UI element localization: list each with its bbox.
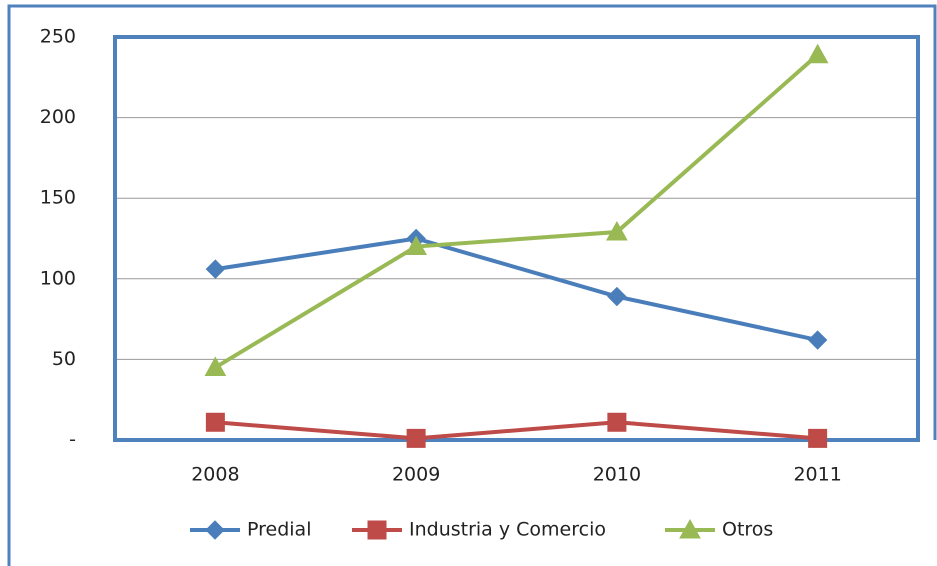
chart-frame [7, 4, 937, 566]
y-tick-label: 150 [40, 187, 76, 209]
marker [607, 286, 627, 307]
y-tick-label: 50 [52, 348, 76, 370]
x-tick-label: 2010 [593, 464, 641, 486]
legend-marker [205, 520, 225, 540]
marker [204, 356, 227, 376]
x-tick-label: 2011 [793, 464, 841, 486]
marker [405, 235, 427, 256]
legend-label: Otros [722, 519, 773, 541]
legend-marker [367, 520, 387, 540]
marker [808, 428, 828, 448]
legend-label: Predial [247, 519, 311, 541]
series-line [215, 420, 818, 441]
marker [607, 412, 627, 432]
marker [406, 428, 426, 448]
marker [606, 221, 628, 241]
y-tick-label: 100 [40, 267, 76, 289]
y-tick-label: 250 [40, 26, 76, 48]
y-tick-label: 200 [40, 106, 76, 128]
series-line [215, 236, 819, 343]
series-line [214, 53, 819, 370]
plot-border [113, 35, 920, 442]
x-tick-label: 2008 [191, 464, 239, 486]
marker [806, 43, 829, 64]
marker [205, 259, 226, 279]
legend-marker [679, 518, 701, 539]
marker [807, 330, 828, 350]
marker [205, 412, 225, 432]
y-tick-label: - [69, 429, 76, 451]
x-tick-label: 2009 [392, 464, 440, 486]
legend-label: Industria y Comercio [409, 519, 606, 541]
